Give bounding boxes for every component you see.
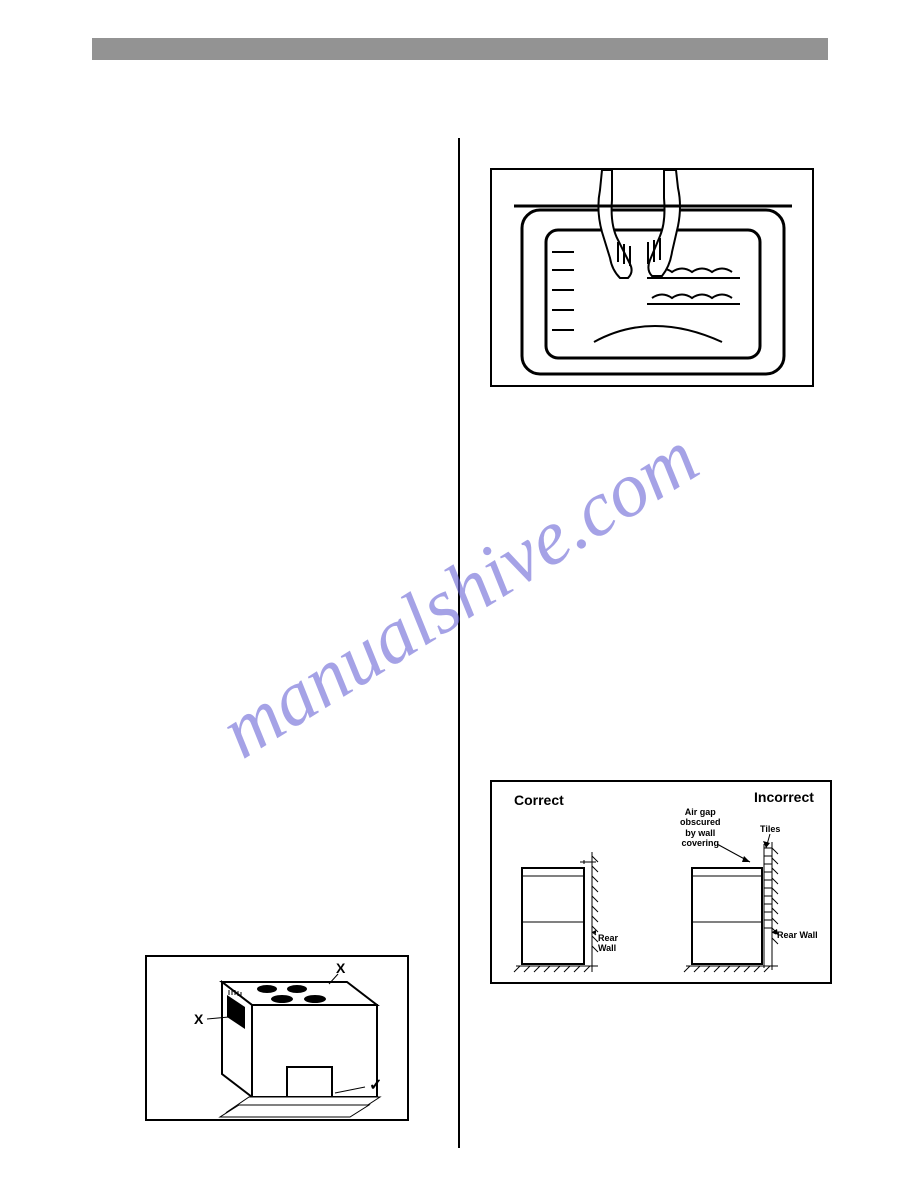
column-divider — [458, 138, 460, 1148]
figure-hands-oven — [490, 168, 814, 387]
figure-cooker-isometric: X X ✓ — [145, 955, 409, 1121]
label-rear-wall-right: Rear Wall — [777, 930, 818, 940]
header-bar — [92, 38, 828, 60]
label-tiles: Tiles — [760, 824, 780, 834]
label-check: ✓ — [369, 1075, 382, 1095]
label-rear-wall-left: RearWall — [598, 933, 618, 954]
label-incorrect: Incorrect — [754, 789, 814, 805]
label-airgap-obscured: Air gapobscuredby wallcovering — [680, 807, 721, 848]
label-x-top: X — [336, 960, 345, 976]
label-correct: Correct — [514, 792, 564, 808]
label-x-side: X — [194, 1011, 203, 1027]
figure-air-gap: Correct Incorrect Air gapobscuredby wall… — [490, 780, 832, 984]
